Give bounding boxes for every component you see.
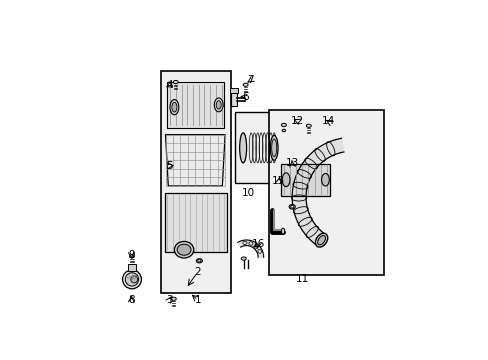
Bar	[167, 82, 224, 128]
Ellipse shape	[288, 204, 295, 209]
Text: 9: 9	[128, 250, 135, 260]
Bar	[128, 264, 136, 270]
Bar	[281, 164, 329, 196]
Text: 3: 3	[166, 295, 172, 305]
Bar	[235, 112, 284, 183]
Ellipse shape	[122, 270, 141, 289]
Ellipse shape	[317, 235, 325, 245]
Ellipse shape	[214, 98, 223, 112]
Text: 7: 7	[247, 75, 253, 85]
Polygon shape	[237, 240, 263, 257]
Ellipse shape	[129, 255, 134, 258]
Text: 5: 5	[166, 161, 172, 171]
Text: 15: 15	[272, 176, 285, 186]
Ellipse shape	[270, 135, 278, 160]
Ellipse shape	[315, 233, 327, 247]
Ellipse shape	[173, 80, 178, 84]
Bar	[160, 71, 231, 293]
Ellipse shape	[239, 133, 246, 163]
Ellipse shape	[125, 273, 138, 286]
Polygon shape	[165, 135, 224, 186]
Ellipse shape	[172, 102, 177, 112]
Ellipse shape	[281, 228, 284, 234]
Text: 4: 4	[166, 80, 173, 90]
Ellipse shape	[171, 297, 176, 300]
Text: 6: 6	[242, 92, 248, 102]
Ellipse shape	[197, 260, 201, 262]
Text: 11: 11	[296, 274, 309, 284]
Ellipse shape	[170, 100, 179, 115]
Text: 16: 16	[251, 239, 264, 249]
Bar	[164, 193, 226, 252]
Bar	[230, 88, 238, 93]
Ellipse shape	[130, 276, 138, 283]
Polygon shape	[292, 138, 343, 246]
Ellipse shape	[174, 242, 193, 258]
Text: 13: 13	[285, 158, 298, 168]
Ellipse shape	[282, 129, 285, 132]
Text: 2: 2	[194, 267, 200, 278]
Ellipse shape	[321, 174, 328, 186]
Text: 1: 1	[194, 295, 201, 305]
Ellipse shape	[241, 257, 245, 260]
Ellipse shape	[243, 83, 247, 86]
Ellipse shape	[271, 139, 276, 157]
Text: 14: 14	[321, 116, 334, 126]
Text: 10: 10	[242, 188, 254, 198]
Ellipse shape	[196, 259, 202, 263]
Ellipse shape	[281, 123, 286, 127]
Text: 8: 8	[128, 295, 135, 305]
Ellipse shape	[306, 124, 311, 127]
Ellipse shape	[282, 173, 289, 186]
Ellipse shape	[177, 244, 191, 255]
Bar	[231, 90, 237, 105]
Ellipse shape	[290, 206, 293, 208]
Ellipse shape	[216, 101, 221, 109]
Bar	[268, 110, 383, 275]
Text: 12: 12	[290, 116, 303, 126]
